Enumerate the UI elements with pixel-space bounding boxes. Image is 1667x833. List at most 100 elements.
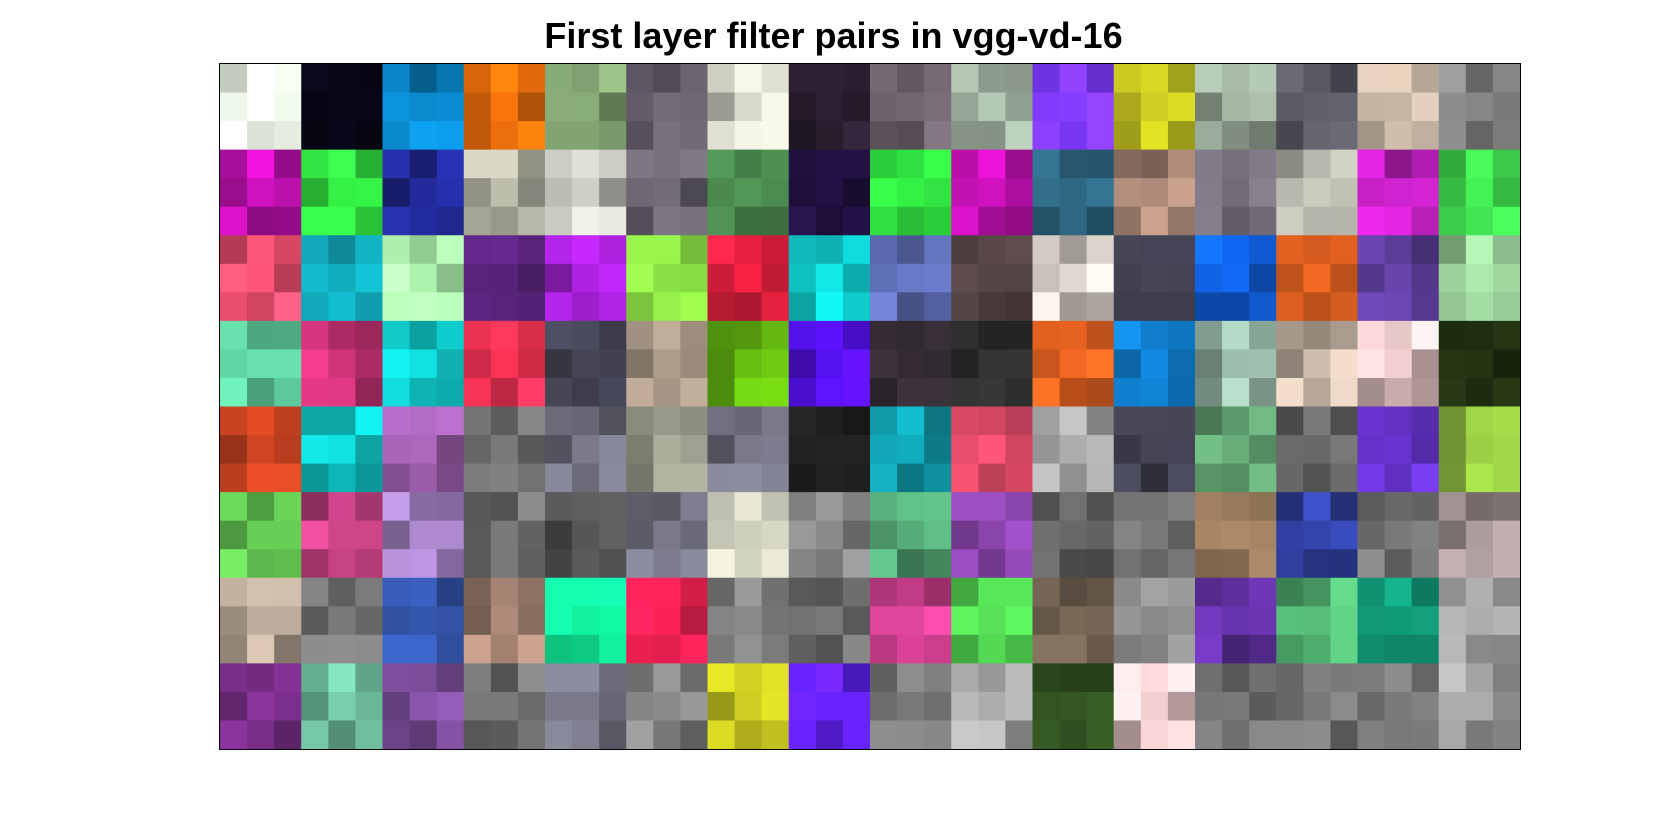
filter-pixel: [1087, 378, 1115, 407]
filter-pixel: [328, 663, 356, 692]
filter-pixel: [464, 321, 492, 350]
filter-pixel: [518, 264, 546, 293]
filter-pixel: [1358, 93, 1386, 122]
filter-4-10: [1033, 407, 1115, 493]
filter-4-11: [1114, 407, 1196, 493]
filter-pixel: [1087, 549, 1115, 578]
filter-pixel: [599, 492, 627, 521]
filter-6-3: [464, 578, 546, 664]
filter-pixel: [626, 235, 654, 264]
filter-pixel: [518, 93, 546, 122]
filter-0-3: [464, 64, 546, 150]
filter-pixel: [545, 578, 573, 607]
filter-pixel: [599, 264, 627, 293]
filter-pixel: [491, 207, 519, 236]
filter-pixel: [708, 720, 736, 749]
filter-pixel: [1385, 235, 1413, 264]
filter-pixel: [1466, 606, 1494, 635]
filter-pixel: [1493, 464, 1520, 493]
filter-pixel: [1005, 64, 1033, 93]
filter-pixel: [870, 692, 898, 721]
filter-pixel: [355, 207, 383, 236]
filter-pixel: [1330, 121, 1358, 150]
filter-pixel: [572, 235, 600, 264]
filter-pixel: [518, 207, 546, 236]
filter-7-8: [870, 663, 952, 749]
filter-pixel: [924, 606, 952, 635]
filter-pixel: [220, 349, 248, 378]
filter-pixel: [599, 178, 627, 207]
filter-pixel: [1303, 93, 1331, 122]
filter-pixel: [951, 720, 979, 749]
filter-pixel: [1330, 207, 1358, 236]
filter-pixel: [1087, 492, 1115, 521]
filter-pixel: [789, 235, 817, 264]
filter-pixel: [735, 435, 763, 464]
filter-pixel: [1385, 606, 1413, 635]
filter-pixel: [220, 264, 248, 293]
filter-pixel: [708, 349, 736, 378]
filter-pixel: [870, 464, 898, 493]
filter-pixel: [1412, 464, 1440, 493]
filter-3-4: [545, 321, 627, 407]
filter-0-2: [383, 64, 465, 150]
filter-pixel: [545, 720, 573, 749]
filter-pixel: [951, 464, 979, 493]
filter-pixel: [1412, 349, 1440, 378]
filter-pixel: [1141, 720, 1169, 749]
filter-pixel: [383, 635, 411, 664]
filter-pixel: [1060, 349, 1088, 378]
filter-pixel: [1168, 606, 1196, 635]
filter-pixel: [1493, 663, 1520, 692]
filter-pixel: [1168, 492, 1196, 521]
filter-pixel: [518, 64, 546, 93]
filter-pixel: [1141, 349, 1169, 378]
filter-pixel: [1168, 663, 1196, 692]
filter-pixel: [897, 435, 925, 464]
filter-pixel: [518, 492, 546, 521]
filter-pixel: [789, 521, 817, 550]
filter-pixel: [437, 349, 465, 378]
filter-pixel: [247, 121, 275, 150]
filter-pixel: [1168, 150, 1196, 179]
filter-pixel: [1412, 150, 1440, 179]
filter-pixel: [1141, 464, 1169, 493]
filter-pixel: [653, 663, 681, 692]
filter-pixel: [951, 492, 979, 521]
filter-pixel: [247, 435, 275, 464]
filter-3-11: [1114, 321, 1196, 407]
filter-pixel: [1249, 264, 1277, 293]
filter-pixel: [1466, 549, 1494, 578]
filter-pixel: [572, 435, 600, 464]
filter-pixel: [762, 378, 790, 407]
filter-pixel: [464, 64, 492, 93]
filter-pixel: [1385, 150, 1413, 179]
filter-3-7: [789, 321, 871, 407]
filter-pixel: [1412, 292, 1440, 321]
filter-pixel: [1249, 150, 1277, 179]
filter-pixel: [816, 692, 844, 721]
filter-pixel: [1249, 549, 1277, 578]
filter-pixel: [870, 321, 898, 350]
filter-pixel: [437, 150, 465, 179]
filter-pixel: [870, 663, 898, 692]
filter-pixel: [572, 549, 600, 578]
filter-pixel: [328, 93, 356, 122]
filter-pixel: [1249, 692, 1277, 721]
filter-pixel: [951, 578, 979, 607]
filter-pixel: [1466, 435, 1494, 464]
filter-pixel: [1439, 635, 1467, 664]
filter-4-14: [1358, 407, 1440, 493]
filter-pixel: [1276, 321, 1304, 350]
filter-pixel: [789, 64, 817, 93]
filter-pixel: [816, 407, 844, 436]
filter-pixel: [1493, 492, 1520, 521]
filter-pixel: [816, 121, 844, 150]
filter-pixel: [1060, 663, 1088, 692]
filter-pixel: [1493, 121, 1520, 150]
filter-pixel: [1466, 635, 1494, 664]
filter-pixel: [1330, 292, 1358, 321]
filter-pixel: [328, 407, 356, 436]
filter-pixel: [1222, 93, 1250, 122]
filter-pixel: [870, 93, 898, 122]
